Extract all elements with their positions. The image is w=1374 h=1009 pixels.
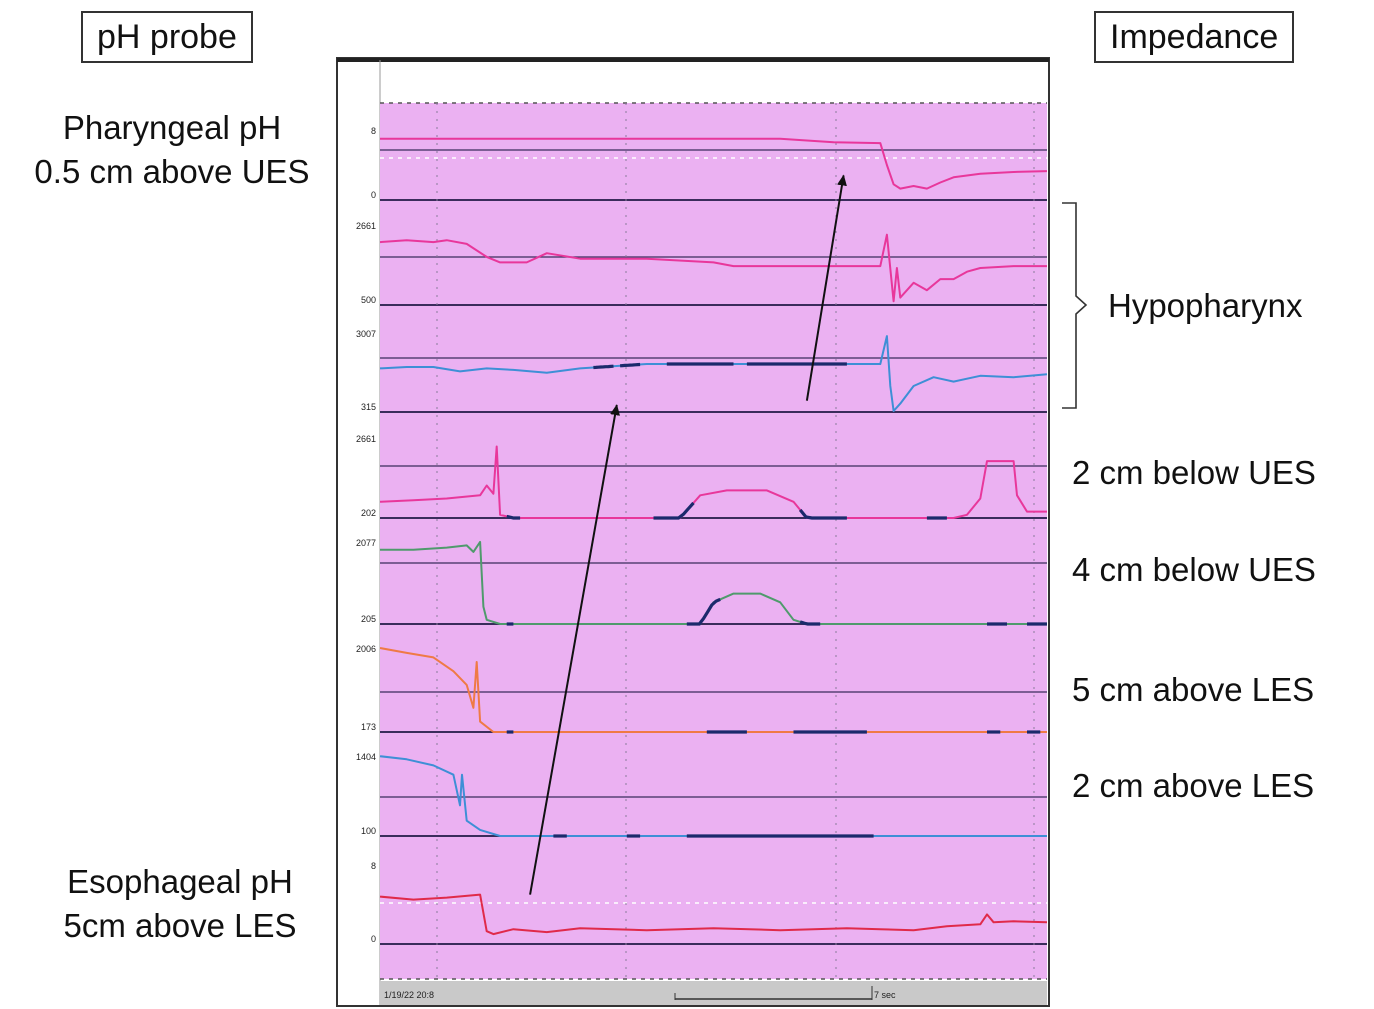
trace-ch_5cm_above_les [379,647,1047,733]
trace-esophageal_ph [379,893,1048,936]
trace-ch_4cm_below_ues [380,540,1047,625]
reflux-arrow-2 [805,174,847,401]
tick-label-top-hypopharynx_lower: 3007 [356,329,376,339]
trace-layer [379,137,1048,936]
tick-label-bottom-hypopharynx_lower: 315 [361,402,376,412]
dark-segment-ch_4cm_below_ues [686,597,721,626]
tick-label-top-pharyngeal_ph: 8 [371,126,376,136]
pharyngeal-ph-label-line1: Pharyngeal pH [62,109,282,146]
channel-5cm-above-les-label: 5 cm above LES [1072,671,1315,708]
esophageal-ph-label: Esophageal pH 5cm above LES [20,860,340,948]
dark-segment-ch_2cm_below_ues [798,508,847,520]
tick-label-bottom-pharyngeal_ph: 0 [371,190,376,200]
reflux-arrow-1 [529,404,620,895]
dark-segment-ch_4cm_below_ues [799,620,821,626]
tick-label-top-ch_2cm_above_les: 1404 [356,752,376,762]
channel-4cm-below-ues-label: 4 cm below UES [1072,551,1316,588]
tick-label-top-esophageal_ph: 8 [371,861,376,871]
channel-2cm-above-les-label: 2 cm above LES [1072,767,1315,804]
dark-segment-hypopharynx_lower [593,364,614,370]
dark-segment-ch_2cm_below_ues [653,501,695,520]
tick-label-bottom-esophageal_ph: 0 [371,934,376,944]
tick-label-bottom-ch_2cm_above_les: 100 [361,826,376,836]
dark-segment-ch_2cm_below_ues [506,514,521,520]
trace-ch_2cm_below_ues [379,445,1047,519]
arrow-layer [529,174,847,895]
trace-hypopharynx_upper [379,233,1047,303]
tick-label-bottom-ch_5cm_above_les: 173 [361,722,376,732]
time-footer-bar [380,981,1047,1005]
pharyngeal-ph-label-line2: 0.5 cm above UES [34,153,310,190]
dark-segment-hypopharynx_lower [619,362,641,368]
tick-label-top-ch_4cm_below_ues: 2077 [356,538,376,548]
tick-label-bottom-ch_2cm_below_ues: 202 [361,508,376,518]
footer-scale-label: 7 sec [874,990,896,1000]
tick-label-bottom-ch_4cm_below_ues: 205 [361,614,376,624]
esophageal-ph-label-line1: Esophageal pH [67,863,293,900]
tick-label-top-hypopharynx_upper: 2661 [356,221,376,231]
tick-label-top-ch_5cm_above_les: 2006 [356,644,376,654]
channel-2cm-below-ues-label: 2 cm below UES [1072,454,1316,491]
tick-label-bottom-hypopharynx_upper: 500 [361,295,376,305]
hypopharynx-bracket [1062,202,1088,409]
footer-timestamp: 1/19/22 20:8 [384,990,434,1000]
tick-label-layer: 8 0 2661 500 3007 315 2661 202 2077 205 2006 173 140… [356,126,376,944]
ph-probe-label: pH probe [81,11,253,63]
trace-pharyngeal_ph [380,137,1048,190]
hypopharynx-label: Hypopharynx [1108,287,1303,324]
tick-label-top-ch_2cm_below_ues: 2661 [356,434,376,444]
pharyngeal-ph-label: Pharyngeal pH 0.5 cm above UES [0,106,344,194]
chart-top-bar [337,58,1049,62]
impedance-label: Impedance [1094,11,1295,63]
esophageal-ph-label-line2: 5cm above LES [63,907,297,944]
